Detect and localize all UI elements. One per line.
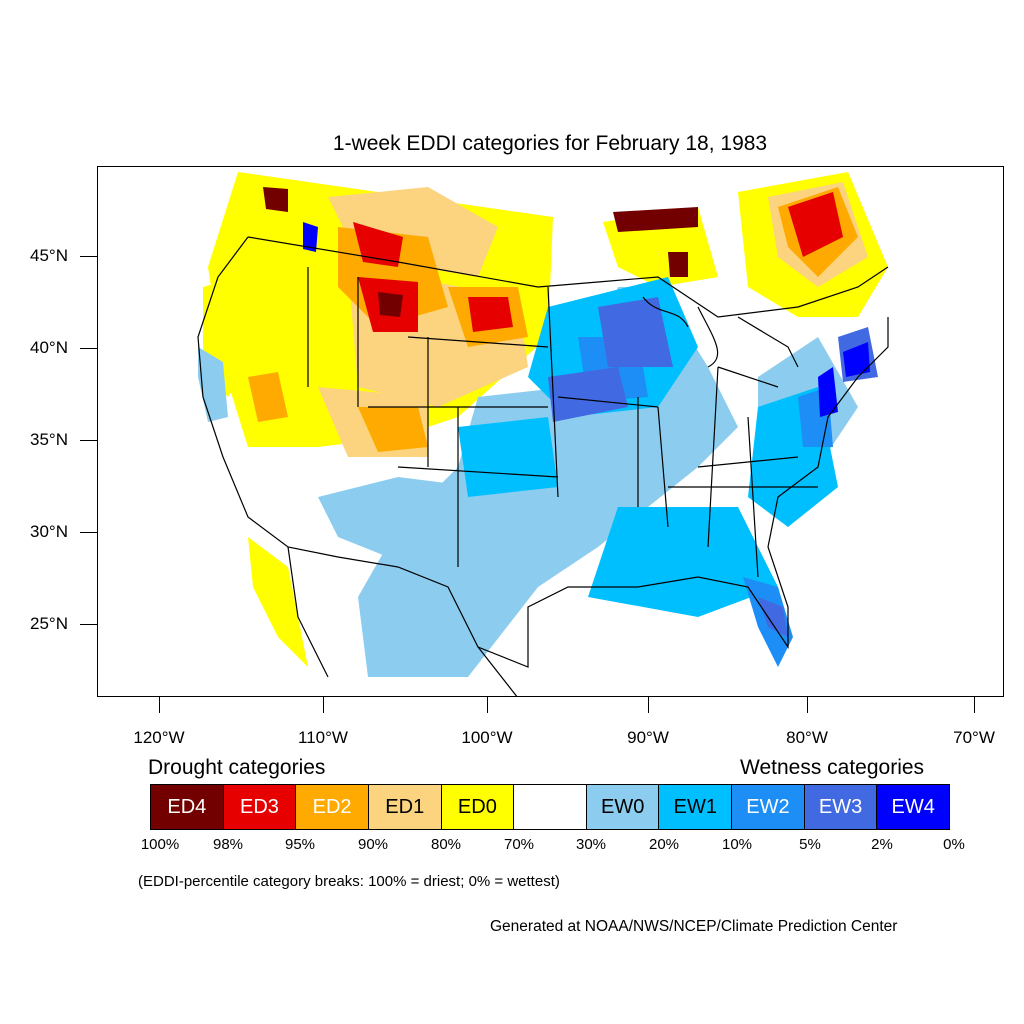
legend-cat-ew4: EW4 bbox=[877, 785, 950, 829]
us-coastline bbox=[197, 236, 889, 668]
lon-label-120w: 120°W bbox=[133, 728, 185, 747]
region-ew0-southwest bbox=[318, 477, 478, 557]
lat-tick bbox=[80, 256, 97, 257]
boundaries bbox=[197, 236, 889, 696]
category-regions bbox=[198, 172, 888, 677]
region-ew3-florida bbox=[758, 597, 788, 637]
region-ed4-wa bbox=[263, 187, 288, 212]
lat-label-40: 40°N bbox=[30, 338, 68, 357]
pct-label: 30% bbox=[575, 836, 607, 853]
eddi-map bbox=[197, 172, 889, 696]
lon-label-80w: 80°W bbox=[786, 728, 828, 747]
lat-tick bbox=[80, 532, 97, 533]
region-ed4-montana bbox=[378, 292, 403, 317]
lat-label-30: 30°N bbox=[30, 522, 68, 541]
pct-label: 98% bbox=[212, 836, 244, 853]
region-ew3-iowa bbox=[548, 367, 628, 422]
lon-tick bbox=[974, 697, 975, 713]
legend-drought-title: Drought categories bbox=[148, 756, 326, 779]
region-ew3-wisconsin bbox=[598, 297, 673, 367]
map-frame bbox=[97, 166, 1004, 697]
region-ew4-northeast bbox=[843, 342, 870, 377]
pct-label: 0% bbox=[943, 836, 965, 853]
lon-label-90w: 90°W bbox=[627, 728, 669, 747]
legend-cat-ew1: EW1 bbox=[659, 785, 733, 829]
lon-tick bbox=[487, 697, 488, 713]
region-ew1-gulf bbox=[588, 507, 778, 617]
pct-label: 5% bbox=[799, 836, 821, 853]
legend-color-bar: ED4 ED3 ED2 ED1 ED0 EW0 EW1 EW2 EW3 EW4 bbox=[150, 784, 950, 830]
legend-cat-ed3: ED3 bbox=[223, 785, 297, 829]
lat-tick bbox=[80, 624, 97, 625]
lon-tick bbox=[323, 697, 324, 713]
state-lines bbox=[307, 267, 818, 578]
great-lakes bbox=[642, 296, 799, 388]
lon-tick bbox=[159, 697, 160, 713]
region-ed2-colorado bbox=[358, 407, 428, 452]
legend-cat-neutral bbox=[514, 785, 587, 829]
region-ed3-dakota bbox=[468, 297, 513, 332]
credit-text: Generated at NOAA/NWS/NCEP/Climate Predi… bbox=[490, 918, 898, 935]
pct-label: 100% bbox=[140, 836, 180, 853]
region-ed4-ontario bbox=[613, 207, 698, 232]
lat-label-25: 25°N bbox=[30, 614, 68, 633]
lat-tick bbox=[80, 440, 97, 441]
region-ed3-quebec bbox=[788, 192, 843, 257]
region-ew4-delaware bbox=[818, 367, 838, 417]
map-title: 1-week EDDI categories for February 18, … bbox=[332, 132, 768, 155]
legend-cat-ew0: EW0 bbox=[586, 785, 660, 829]
legend-breaks-note: (EDDI-percentile category breaks: 100% =… bbox=[138, 873, 560, 890]
lon-label-110w: 110°W bbox=[298, 728, 348, 747]
region-ed3-idaho bbox=[353, 222, 403, 267]
legend-wetness-title: Wetness categories bbox=[740, 756, 925, 779]
legend-cat-ed2: ED2 bbox=[296, 785, 369, 829]
lat-label-35: 35°N bbox=[30, 430, 68, 449]
pct-label: 10% bbox=[721, 836, 753, 853]
lon-tick bbox=[648, 697, 649, 713]
lon-label-100w: 100°W bbox=[461, 728, 513, 747]
pct-label: 2% bbox=[871, 836, 893, 853]
lon-label-70w: 70°W bbox=[953, 728, 995, 747]
legend-cat-ed1: ED1 bbox=[368, 785, 442, 829]
legend-cat-ew2: EW2 bbox=[732, 785, 805, 829]
lon-tick bbox=[807, 697, 808, 713]
region-ed4-ontario2 bbox=[668, 252, 688, 277]
mexico-outline bbox=[287, 546, 518, 696]
region-ew4-wa bbox=[303, 222, 318, 252]
pct-label: 70% bbox=[503, 836, 535, 853]
region-ed0-baja bbox=[248, 537, 308, 667]
pct-label: 90% bbox=[357, 836, 389, 853]
pct-label: 80% bbox=[430, 836, 462, 853]
legend-cat-ed4: ED4 bbox=[151, 785, 224, 829]
pct-label: 95% bbox=[284, 836, 316, 853]
region-ed2-nevada bbox=[248, 372, 288, 422]
pct-label: 20% bbox=[648, 836, 680, 853]
legend-cat-ed0: ED0 bbox=[441, 785, 515, 829]
us-canada-border bbox=[247, 236, 889, 318]
region-ew1-plains bbox=[458, 417, 558, 497]
legend-cat-ew3: EW3 bbox=[804, 785, 878, 829]
lat-tick bbox=[80, 348, 97, 349]
lat-label-45: 45°N bbox=[30, 246, 68, 265]
